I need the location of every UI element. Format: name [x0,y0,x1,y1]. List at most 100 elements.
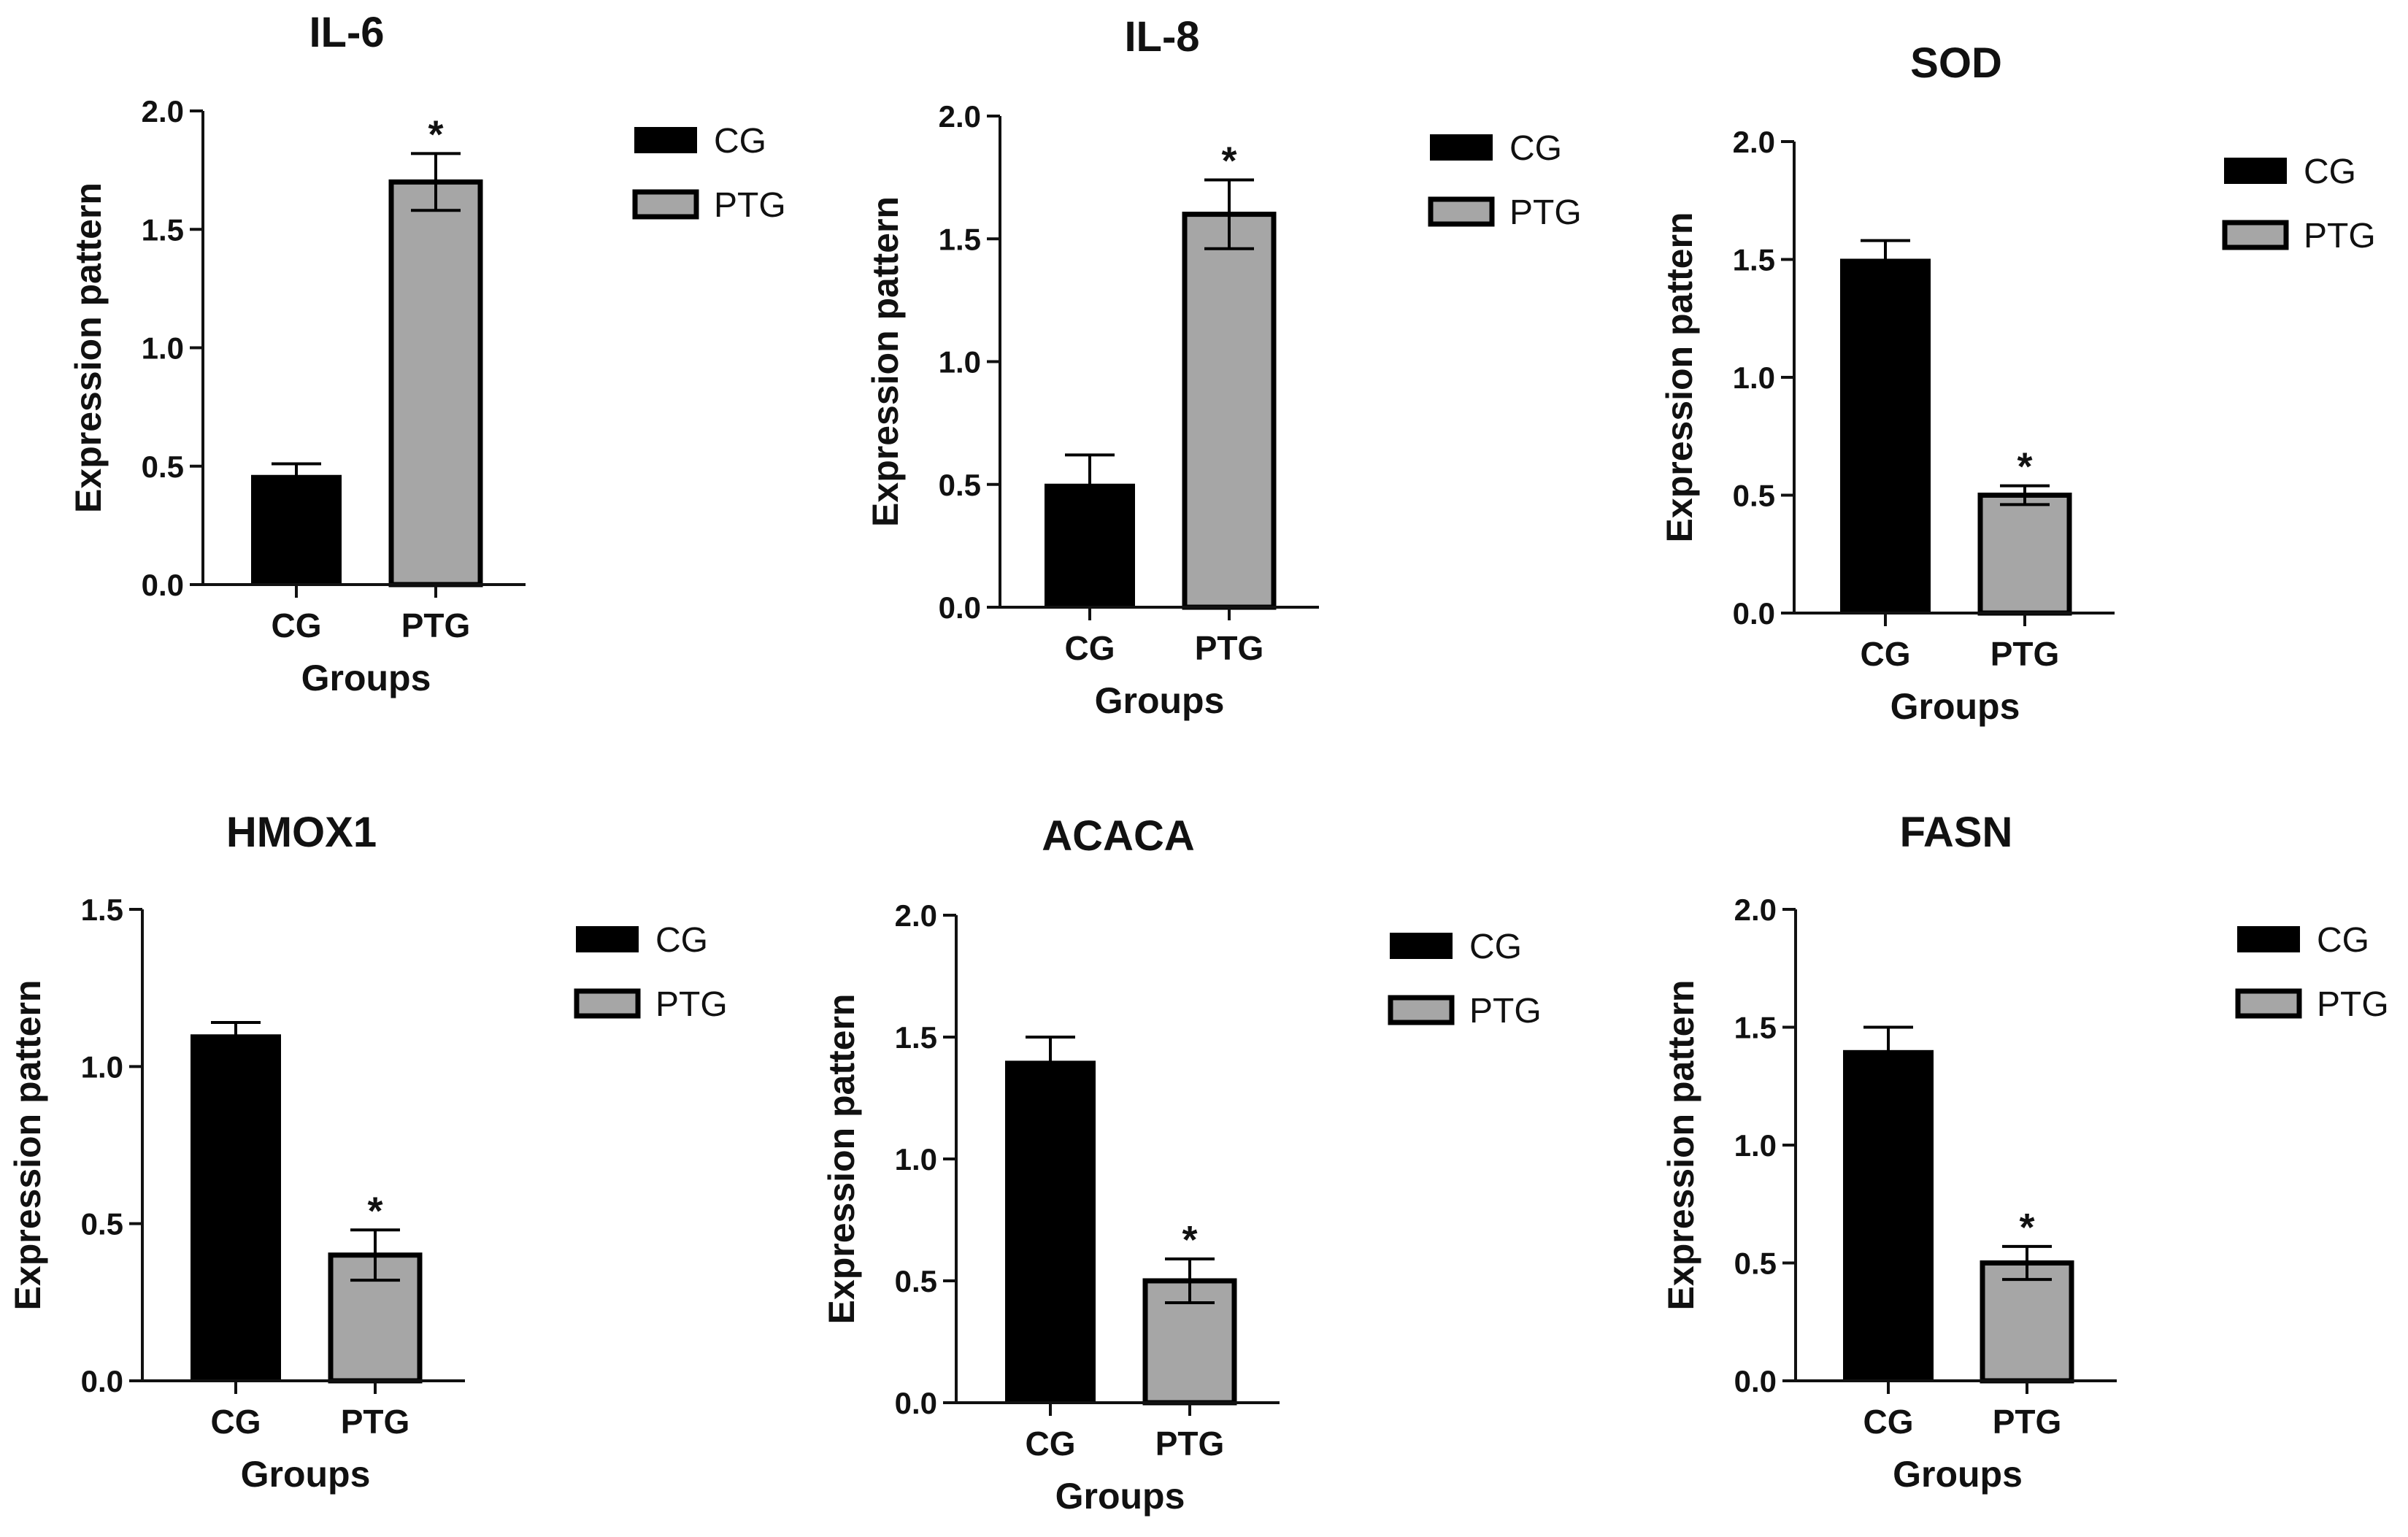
chart-panel-fasn: FASN 0.0 0.5 1.0 1.5 2.0 CG * PTG Groups Expressio… [1661,809,2389,1495]
legend-swatch-cg [2237,926,2300,952]
x-tick-label: PTG [1993,1403,2062,1441]
chart-panel-il-8: IL-8 0.0 0.5 1.0 1.5 2.0 CG * PTG Groups Expressio… [865,13,1582,721]
legend-swatch-ptg [2222,220,2289,250]
x-axis-label: Groups [241,1454,371,1495]
bar-ptg [1182,212,1277,610]
y-axis-label: Expression pattern [1659,212,1700,543]
chart-title: SOD [1910,39,2002,87]
chart-title: IL-8 [1124,13,1199,61]
x-axis-label: Groups [301,658,431,698]
y-tick-label: 1.0 [1734,1128,1777,1163]
significance-marker: * [2017,445,2032,489]
legend-label-cg: CG [1469,928,1522,966]
y-tick-label: 0.5 [895,1264,937,1298]
bar-cg [1843,1049,1934,1382]
chart-title: HMOX1 [226,809,377,856]
chart-panel-sod: SOD 0.0 0.5 1.0 1.5 2.0 CG * PTG Groups Expression… [1659,39,2376,727]
significance-marker: * [367,1189,382,1233]
x-tick-label: PTG [1990,635,2060,673]
x-tick-label: PTG [1155,1425,1225,1463]
y-tick-label: 1.0 [1733,361,1775,395]
legend-label-cg: CG [2317,921,2369,960]
legend-swatch-cg [634,127,697,153]
y-axis-label: Expression pattern [7,980,48,1311]
x-axis-label: Groups [1893,1454,2023,1495]
legend-label-cg: CG [2304,153,2356,191]
y-tick-label: 0.0 [939,590,981,625]
legend-label-cg: CG [1509,129,1562,168]
legend-swatch-ptg [2235,988,2302,1019]
chart-panel-hmox1: HMOX1 0.0 0.5 1.0 1.5 CG * PTG Groups Expression … [7,809,728,1495]
y-tick-label: 2.0 [939,99,981,134]
y-tick-label: 0.0 [142,568,184,602]
x-axis-label: Groups [1095,680,1225,721]
y-tick-label: 0.0 [1733,596,1775,631]
legend-label-ptg: PTG [2304,217,2376,255]
x-tick-label: PTG [341,1403,410,1441]
x-tick-label: CG [211,1403,261,1441]
legend-swatch-cg [1430,134,1493,161]
x-tick-label: CG [1861,635,1911,673]
legend-label-ptg: PTG [655,985,728,1024]
x-axis-label: Groups [1055,1476,1185,1517]
y-tick-label: 1.0 [81,1049,123,1084]
y-tick-label: 2.0 [1734,893,1777,927]
y-tick-label: 1.5 [895,1020,937,1055]
bar-ptg [1977,493,2072,616]
y-axis-label: Expression pattern [1661,980,1701,1311]
legend-swatch-ptg [574,988,641,1019]
y-tick-label: 2.0 [895,898,937,933]
chart-title: FASN [1900,809,2013,856]
bar-cg [1005,1060,1096,1404]
y-axis-label: Expression pattern [821,994,862,1325]
y-tick-label: 1.5 [81,893,123,927]
x-tick-label: PTG [1195,629,1264,667]
x-tick-label: CG [272,606,322,644]
significance-marker: * [1182,1218,1197,1262]
y-tick-label: 1.0 [939,345,981,380]
y-tick-label: 1.5 [939,222,981,256]
legend-swatch-cg [1390,933,1453,959]
significance-marker: * [1221,139,1236,182]
chart-panel-acaca: ACACA 0.0 0.5 1.0 1.5 2.0 CG * PTG Groups Expressi… [821,812,1542,1517]
y-tick-label: 0.5 [142,450,184,484]
x-tick-label: CG [1026,1425,1076,1463]
chart-panel-il-6: IL-6 0.0 0.5 1.0 1.5 2.0 CG * PTG Groups Expressio… [68,9,786,698]
y-tick-label: 1.0 [895,1142,937,1176]
chart-title: IL-6 [309,9,384,56]
y-tick-label: 0.5 [1733,479,1775,513]
bar-cg [251,474,342,585]
y-tick-label: 0.0 [895,1386,937,1420]
y-tick-label: 0.0 [1734,1364,1777,1398]
bar-cg [1840,258,1931,614]
significance-marker: * [428,112,443,156]
legend-label-ptg: PTG [714,186,786,225]
legend-swatch-cg [2224,158,2287,184]
bar-cg [191,1034,281,1382]
y-tick-label: 1.5 [1734,1011,1777,1045]
legend-label-ptg: PTG [1509,193,1582,232]
y-tick-label: 0.5 [1734,1247,1777,1281]
legend-label-cg: CG [655,921,708,960]
x-axis-label: Groups [1890,686,2020,727]
x-tick-label: PTG [401,606,471,644]
chart-title: ACACA [1042,812,1194,860]
legend-swatch-ptg [1428,196,1495,227]
bar-cg [1045,483,1135,608]
x-tick-label: CG [1863,1403,1914,1441]
significance-marker: * [2019,1206,2034,1249]
legend-label-ptg: PTG [1469,992,1542,1031]
y-tick-label: 2.0 [142,94,184,128]
x-tick-label: CG [1065,629,1115,667]
legend-label-cg: CG [714,122,766,161]
legend-swatch-ptg [632,189,699,220]
legend-label-ptg: PTG [2317,985,2389,1024]
legend-swatch-ptg [1388,995,1455,1025]
y-tick-label: 1.0 [142,331,184,366]
y-tick-label: 0.5 [939,468,981,502]
y-tick-label: 0.0 [81,1364,123,1398]
legend-swatch-cg [576,926,639,952]
y-tick-label: 1.5 [142,212,184,247]
bar-ptg [388,179,483,588]
